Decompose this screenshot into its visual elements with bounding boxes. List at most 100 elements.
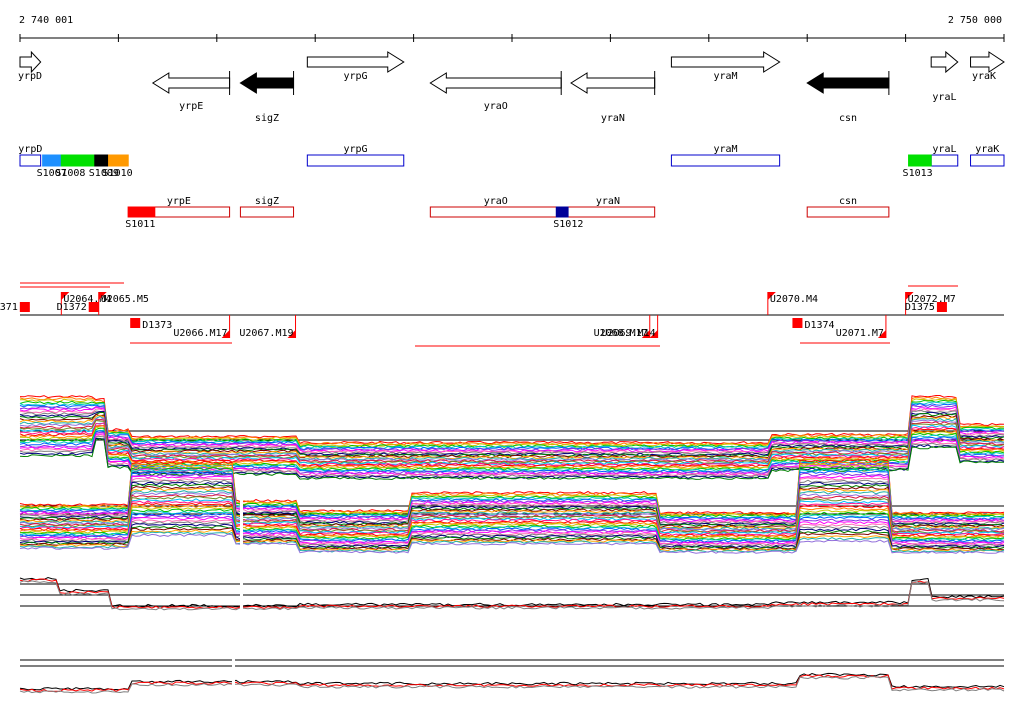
profile-trace	[19, 500, 1005, 536]
forward-feature-label: yrpG	[343, 144, 367, 155]
profile-trace	[19, 529, 1005, 552]
gene-arrow-yrpE	[151, 72, 231, 94]
gene-label-csn: csn	[839, 113, 857, 124]
profile-trace	[19, 580, 1005, 611]
reverse-feature-label: csn	[839, 196, 857, 207]
transcript-block-marker	[19, 302, 30, 312]
forward-site-block	[42, 154, 62, 167]
transcript-flag-marker	[61, 292, 70, 300]
transcript-label: D1375	[905, 302, 935, 313]
transcript-label: U2067.M19	[239, 328, 293, 339]
forward-feature-yraK	[970, 154, 1005, 167]
profile-trace	[19, 676, 1005, 694]
profile-trace	[19, 519, 1005, 547]
gene-arrow-track: yrpD yrpE sigZ yrpG yraO yraN yraM csn yraL yraK	[18, 50, 1005, 124]
gene-label-yrpD: yrpD	[18, 71, 42, 82]
profile-trace	[19, 578, 1005, 609]
forward-feature-yraL	[930, 154, 959, 167]
profile-trace	[19, 477, 1005, 524]
gene-arrow-yraK	[970, 51, 1005, 73]
transcript-label: D1372	[57, 302, 87, 313]
profile-trace	[19, 674, 1005, 692]
forward-feature-label: yraL	[932, 144, 956, 155]
transcript-flag-marker	[767, 292, 776, 300]
transcript-flag-marker	[905, 292, 914, 300]
transcript-block-marker	[130, 318, 141, 328]
gene-arrow-yrpD	[19, 50, 42, 74]
forward-site-label: S1010	[103, 168, 133, 179]
gene-label-yraM: yraM	[713, 71, 737, 82]
forward-site-label: S1009	[89, 168, 119, 179]
transcript-label: U2070.M4	[770, 294, 818, 305]
gene-label-yraN: yraN	[601, 113, 625, 124]
forward-site-block	[94, 154, 110, 167]
transcript-block-marker	[936, 302, 947, 312]
profile-trace	[19, 416, 1005, 461]
profile-gap	[240, 475, 243, 549]
transcript-label: D1374	[804, 320, 834, 331]
profile-trace	[19, 533, 1005, 554]
profile-trace	[19, 506, 1005, 540]
expression-profile-panel	[19, 459, 1005, 554]
profile-trace	[20, 422, 1005, 467]
coordinate-ruler: 2 740 001 2 750 000	[19, 15, 1005, 42]
transcript-flag-marker	[649, 330, 658, 338]
transcript-label: U2066.M17	[173, 328, 227, 339]
profile-trace	[19, 527, 1005, 551]
profile-trace	[19, 489, 1005, 531]
profile-trace	[19, 512, 1005, 543]
profile-trace	[19, 479, 1005, 525]
profile-trace	[19, 408, 1005, 454]
reverse-feature-label: yraN	[596, 196, 620, 207]
forward-feature-label: yrpD	[18, 144, 42, 155]
reverse-site-label: S1011	[125, 219, 155, 230]
expression-profile-panels	[19, 395, 1005, 698]
expression-profile-panel	[19, 576, 1005, 616]
transcript-flag-marker	[287, 330, 296, 338]
forward-site-block	[908, 154, 932, 167]
expression-profile-panel	[19, 658, 1005, 698]
transcript-label: U2065.M5	[101, 294, 149, 305]
gene-label-yrpE: yrpE	[179, 101, 203, 112]
profile-gap	[232, 658, 235, 698]
gene-label-yrpG: yrpG	[343, 71, 367, 82]
gene-arrow-yrpG	[306, 51, 405, 73]
profile-trace	[19, 419, 1005, 463]
profile-trace	[19, 395, 1005, 445]
reverse-feature-label: sigZ	[255, 196, 279, 207]
profile-trace	[19, 413, 1005, 459]
transcript-block-marker	[88, 302, 99, 312]
transcript-flag-marker	[221, 330, 230, 338]
transcript-label: D1373	[142, 320, 172, 331]
profile-trace	[19, 406, 1005, 453]
transcript-flag-marker	[98, 292, 107, 300]
reverse-feature-label: yraO	[484, 196, 508, 207]
transcript-label: D1371	[0, 302, 18, 313]
ruler-ticks	[19, 34, 1005, 42]
transcript-block-marker	[792, 318, 803, 328]
forward-feature-yraM	[670, 154, 781, 167]
profile-trace	[19, 403, 1005, 451]
reverse-feature-csn	[806, 206, 890, 218]
start-coordinate-label: 2 740 001	[19, 15, 73, 26]
profile-trace	[19, 502, 1005, 538]
profile-trace	[19, 504, 1005, 539]
transcript-label: U2068.M17	[594, 328, 648, 339]
profile-trace	[19, 468, 1005, 519]
gene-arrow-yraM	[670, 51, 781, 73]
forward-feature-label: yraM	[713, 144, 737, 155]
reverse-site-label: S1012	[553, 219, 583, 230]
profile-trace	[19, 525, 1005, 550]
profile-gap	[240, 578, 243, 616]
profile-trace	[19, 487, 1005, 530]
gene-arrow-csn	[806, 72, 890, 94]
profile-trace	[19, 461, 1005, 516]
gene-label-yraO: yraO	[484, 101, 508, 112]
reverse-site-block	[555, 206, 569, 218]
gene-arrow-yraN	[570, 72, 656, 94]
reverse-strand-track: yrpE sigZ yraO yraN csn S1011 S1012	[125, 196, 890, 230]
profile-trace	[19, 492, 1005, 532]
forward-site-block	[60, 154, 96, 167]
transcript-flag-marker	[641, 330, 650, 338]
reverse-feature-yraN	[560, 206, 656, 218]
